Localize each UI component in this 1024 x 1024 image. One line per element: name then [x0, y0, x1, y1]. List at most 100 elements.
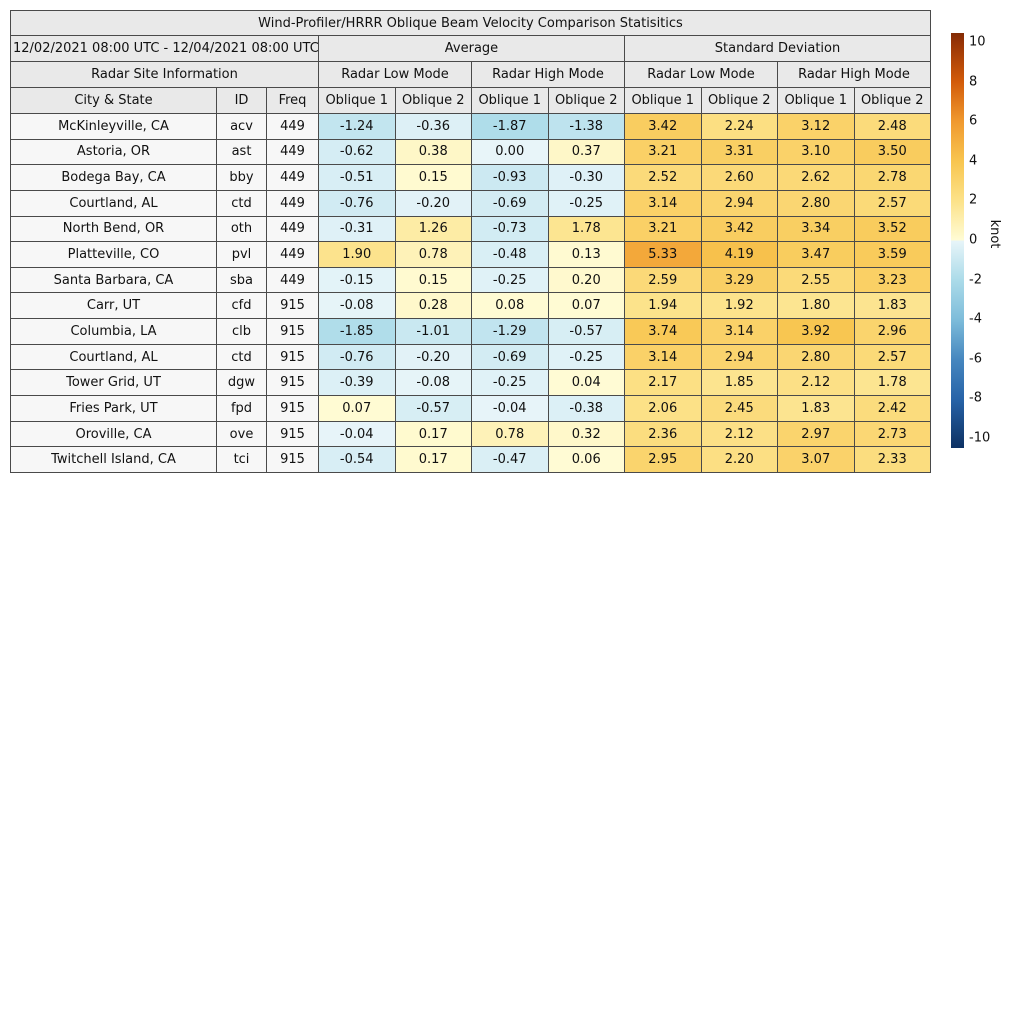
freq-cell: 449	[266, 266, 319, 294]
id-cell: bby	[216, 164, 267, 191]
value-cell: 0.15	[394, 164, 472, 191]
value-cell: 2.80	[777, 189, 855, 217]
figure-title: Wind-Profiler/HRRR Oblique Beam Velocity…	[10, 10, 931, 36]
value-cell: 3.21	[624, 215, 702, 243]
value-cell: -1.01	[394, 318, 472, 345]
value-cell: 2.52	[624, 164, 702, 191]
group-header-std-dev: Standard Deviation	[624, 35, 931, 62]
value-cell: 3.50	[853, 138, 931, 166]
value-cell: -0.36	[394, 113, 472, 140]
value-cell: 1.80	[777, 292, 855, 320]
value-cell: -0.76	[318, 189, 396, 217]
table-row: McKinleyville, CA acv 449 -1.24 -0.36 -1.87 -1…	[10, 113, 931, 140]
freq-cell: 449	[266, 113, 319, 140]
value-cell: 1.92	[700, 292, 778, 320]
col-header-oblique1: Oblique 1	[471, 87, 549, 114]
value-cell: 0.13	[547, 241, 625, 268]
value-cell: 2.57	[853, 343, 931, 371]
value-cell: 3.42	[624, 113, 702, 140]
value-cell: 2.57	[853, 189, 931, 217]
figure: Wind-Profiler/HRRR Oblique Beam Velocity…	[10, 10, 931, 473]
value-cell: 2.12	[777, 369, 855, 397]
col-header-oblique2: Oblique 2	[547, 87, 625, 114]
id-cell: ctd	[216, 343, 267, 371]
value-cell: 4.19	[700, 241, 778, 268]
value-cell: -1.85	[318, 318, 396, 345]
colorbar-tick-label: 8	[969, 74, 978, 90]
value-cell: 3.10	[777, 138, 855, 166]
value-cell: 3.31	[700, 138, 778, 166]
value-cell: 3.14	[624, 343, 702, 371]
value-cell: 1.83	[853, 292, 931, 320]
value-cell: 3.34	[777, 215, 855, 243]
value-cell: -0.25	[547, 189, 625, 217]
colorbar-tick-label: -4	[969, 311, 982, 327]
table-row: Platteville, CO pvl 449 1.90 0.78 -0.48 0.13 5.…	[10, 241, 931, 268]
value-cell: -0.25	[471, 266, 549, 294]
value-cell: 2.78	[853, 164, 931, 191]
group-header-row: 12/02/2021 08:00 UTC - 12/04/2021 08:00 …	[10, 35, 931, 62]
id-cell: cfd	[216, 292, 267, 320]
value-cell: 2.24	[700, 113, 778, 140]
value-cell: 2.73	[853, 420, 931, 448]
value-cell: 1.94	[624, 292, 702, 320]
value-cell: 2.59	[624, 266, 702, 294]
value-cell: -0.76	[318, 343, 396, 371]
col-header-oblique2: Oblique 2	[394, 87, 472, 114]
value-cell: -0.08	[394, 369, 472, 397]
col-header-oblique1: Oblique 1	[624, 87, 702, 114]
colorbar-tick-label: -8	[969, 390, 982, 406]
value-cell: 3.52	[853, 215, 931, 243]
group-header-average: Average	[318, 35, 625, 62]
col-header-id: ID	[216, 87, 267, 114]
table-header: Wind-Profiler/HRRR Oblique Beam Velocity…	[10, 10, 931, 114]
value-cell: 3.92	[777, 318, 855, 345]
value-cell: 0.07	[547, 292, 625, 320]
value-cell: 3.74	[624, 318, 702, 345]
colorbar-tick-label: 6	[969, 113, 978, 129]
value-cell: 0.78	[471, 420, 549, 448]
stats-table: Wind-Profiler/HRRR Oblique Beam Velocity…	[10, 10, 931, 473]
value-cell: 3.47	[777, 241, 855, 268]
avg-low-mode-header: Radar Low Mode	[318, 61, 472, 88]
col-header-freq: Freq	[266, 87, 319, 114]
value-cell: -1.38	[547, 113, 625, 140]
city-cell: Platteville, CO	[10, 241, 217, 268]
value-cell: 2.94	[700, 189, 778, 217]
table-row: Santa Barbara, CA sba 449 -0.15 0.15 -0.25 0.2…	[10, 266, 931, 294]
value-cell: -0.57	[547, 318, 625, 345]
value-cell: 0.00	[471, 138, 549, 166]
value-cell: 5.33	[624, 241, 702, 268]
value-cell: 0.20	[547, 266, 625, 294]
value-cell: -0.25	[471, 369, 549, 397]
value-cell: 3.42	[700, 215, 778, 243]
value-cell: -0.20	[394, 189, 472, 217]
value-cell: 0.78	[394, 241, 472, 268]
col-header-oblique1: Oblique 1	[318, 87, 396, 114]
value-cell: 0.32	[547, 420, 625, 448]
mode-header-row: Radar Site Information Radar Low Mode Ra…	[10, 61, 931, 88]
column-header-row: City & State ID Freq Oblique 1 Oblique 2…	[10, 87, 931, 114]
id-cell: clb	[216, 318, 267, 345]
city-cell: Courtland, AL	[10, 189, 217, 217]
freq-cell: 915	[266, 395, 319, 422]
value-cell: 0.06	[547, 446, 625, 473]
col-header-oblique2: Oblique 2	[853, 87, 931, 114]
value-cell: -1.87	[471, 113, 549, 140]
id-cell: fpd	[216, 395, 267, 422]
freq-cell: 449	[266, 138, 319, 166]
date-range: 12/02/2021 08:00 UTC - 12/04/2021 08:00 …	[10, 35, 319, 62]
value-cell: -0.69	[471, 343, 549, 371]
freq-cell: 449	[266, 164, 319, 191]
value-cell: 0.28	[394, 292, 472, 320]
value-cell: 2.48	[853, 113, 931, 140]
value-cell: -0.51	[318, 164, 396, 191]
table-row: Fries Park, UT fpd 915 0.07 -0.57 -0.04 -0.38 2…	[10, 395, 931, 422]
id-cell: sba	[216, 266, 267, 294]
value-cell: 2.55	[777, 266, 855, 294]
value-cell: 2.42	[853, 395, 931, 422]
table-row: Columbia, LA clb 915 -1.85 -1.01 -1.29 -0.57 3.…	[10, 318, 931, 345]
freq-cell: 449	[266, 189, 319, 217]
id-cell: pvl	[216, 241, 267, 268]
std-low-mode-header: Radar Low Mode	[624, 61, 778, 88]
